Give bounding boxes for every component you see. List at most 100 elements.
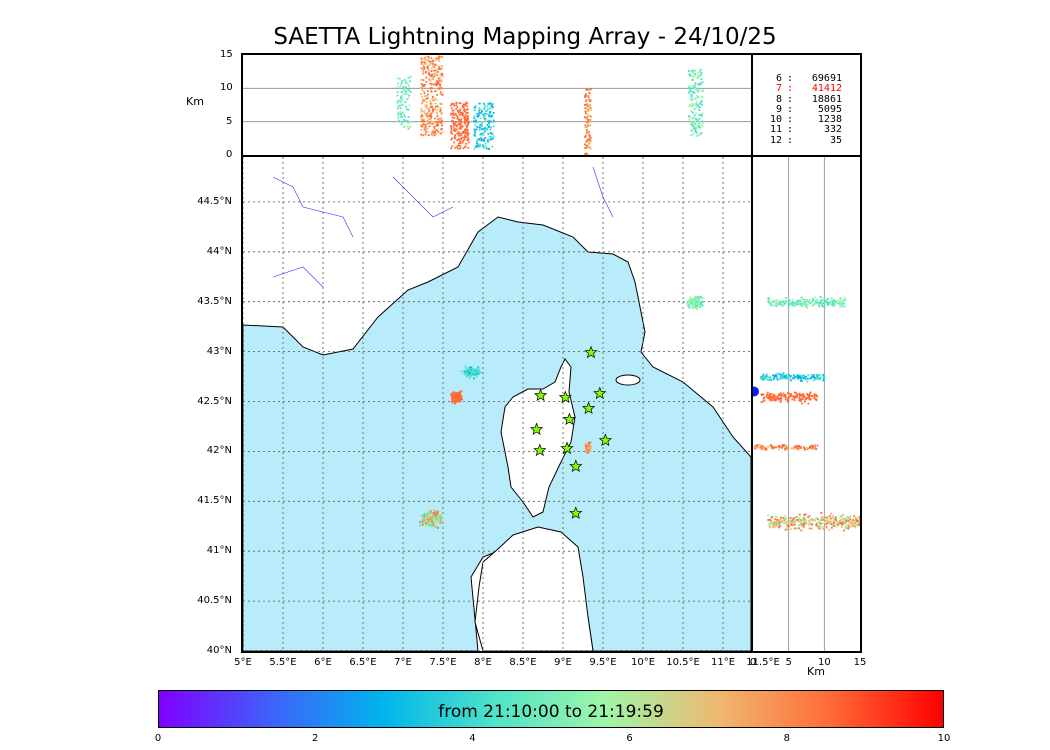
altitude-source [490,136,493,138]
lightning-source [460,395,463,398]
altitude-source [409,80,411,83]
side-source [820,302,823,305]
altitude-source [456,117,459,120]
altitude-source [427,58,430,61]
lightning-source [689,300,692,303]
altitude-source [423,112,426,114]
side-source [776,304,779,307]
side-source [798,517,800,520]
side-source [788,525,790,528]
side-source [783,374,786,377]
altitude-source [689,74,692,77]
lightning-source [436,512,438,515]
side-source [812,297,814,300]
altitude-source [455,104,458,107]
side-source [819,524,821,526]
altitude-source [690,70,693,73]
side-source [798,448,800,451]
altitude-source [458,127,461,130]
altitude-source [440,56,443,58]
side-source [804,513,807,516]
river [392,176,454,218]
altitude-source [476,113,479,115]
altitude-source [453,129,455,132]
altitude-source [697,73,700,76]
side-source [788,521,791,524]
side-source [777,300,780,302]
altitude-source [701,120,704,123]
side-source [786,528,789,531]
side-source [762,393,765,396]
altitude-source [441,74,444,76]
altitude-source [586,109,588,112]
side-source [780,400,782,402]
altitude-source [428,114,431,117]
altitude-source [456,115,459,118]
side-source [761,445,764,448]
altitude-source [482,116,485,118]
side-source [779,524,782,527]
side-source [813,448,815,450]
side-source [807,299,810,302]
side-source [790,523,793,526]
count-sep: : [786,73,794,84]
lightning-source [451,391,454,394]
altitude-source [474,146,477,148]
side-source [793,375,796,378]
side-source [835,300,838,303]
side-source [768,397,771,400]
station-star [533,443,547,457]
altitude-source [696,90,699,93]
side-source [762,375,765,377]
altitude-source [460,118,463,120]
side-source [814,377,817,379]
colorbar-tick-label: 2 [312,733,319,744]
side-source [825,527,828,530]
side-source [856,524,858,527]
side-source [761,377,764,379]
altitude-source [693,114,696,117]
lightning-source [456,397,458,400]
lightning-source [701,300,703,303]
altitude-source [701,112,704,115]
side-source [852,521,855,524]
altitude-source [476,126,479,129]
side-source [777,398,780,401]
side-source [803,302,805,305]
altitude-source [691,78,694,80]
side-source [808,515,811,517]
lightning-source [460,370,463,373]
altitude-source [466,116,469,119]
side-source [823,518,826,521]
lightning-source [436,520,439,523]
lightning-source [480,371,483,374]
altitude-source [434,102,437,105]
side-source [782,392,785,395]
altitude-source [405,82,408,84]
altitude-source [484,120,487,122]
count-value: 69691 [811,73,842,84]
altitude-source [438,60,441,62]
side-source [818,527,821,530]
altitude-source [463,130,466,132]
side-source [857,516,860,519]
lightning-source [467,374,470,376]
lightning-source [586,446,589,449]
side-source [812,304,814,307]
lightning-source [422,516,425,519]
side-source [804,522,807,524]
altitude-source [473,117,476,120]
side-source [767,300,770,303]
altitude-source [423,58,425,61]
altitude-source [440,103,443,105]
side-source [785,376,788,379]
altitude-source [484,112,487,115]
side-source [790,379,793,382]
altitude-source [584,147,587,149]
side-source [775,521,778,524]
altitude-source [688,85,691,87]
altitude-source [476,140,479,142]
side-source [786,517,789,519]
side-source [798,524,801,527]
side-source [835,519,838,522]
